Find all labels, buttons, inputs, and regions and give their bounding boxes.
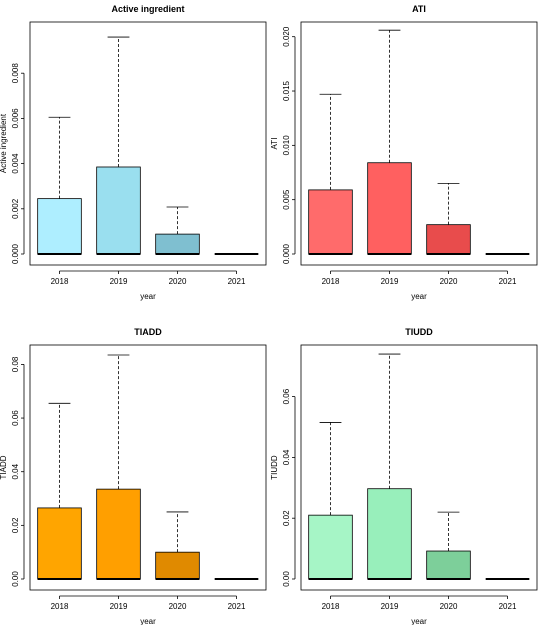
y-tick-label: 0.06	[282, 388, 291, 404]
box-2020: 2020	[155, 206, 200, 286]
y-tick-label: 0.000	[282, 243, 291, 264]
box-rect	[155, 233, 200, 255]
box-rect	[426, 550, 471, 580]
panel-2: ATI 0.000 0.005 0.010 0.015 0.020 ATI 2018 2019 2…	[270, 4, 538, 301]
panel-title: TIADD	[134, 327, 162, 337]
x-tick-label: 2020	[440, 277, 458, 286]
box-2019: 2019	[367, 353, 412, 611]
y-tick-label: 0.005	[282, 189, 291, 210]
box-2020: 2020	[155, 511, 200, 611]
y-tick-label: 0.08	[11, 356, 20, 372]
box-rect	[367, 488, 412, 580]
box-rect	[96, 488, 141, 580]
box-rect	[96, 166, 141, 255]
plot-frame	[29, 344, 267, 591]
box-2019: 2019	[96, 36, 141, 286]
box-2020: 2020	[426, 511, 471, 611]
x-tick-label: 2019	[381, 602, 399, 611]
x-tick-label: 2021	[228, 277, 246, 286]
x-axis-label: year	[411, 292, 427, 301]
panel-title: TIUDD	[405, 327, 433, 337]
box-2020: 2020	[426, 182, 471, 286]
y-tick-label: 0.00	[11, 571, 20, 587]
x-tick-label: 2021	[499, 277, 517, 286]
x-tick-label: 2020	[169, 277, 187, 286]
box-2018: 2018	[308, 422, 353, 611]
y-tick-label: 0.004	[11, 153, 20, 174]
y-tick-label: 0.020	[282, 26, 291, 47]
y-tick-label: 0.008	[11, 63, 20, 84]
x-tick-label: 2020	[169, 602, 187, 611]
y-axis-label: Active ingredient	[0, 113, 8, 173]
y-tick-label: 0.002	[11, 198, 20, 219]
x-axis-label: year	[411, 617, 427, 625]
y-tick-label: 0.04	[282, 449, 291, 465]
x-tick-label: 2020	[440, 602, 458, 611]
y-tick-label: 0.00	[282, 571, 291, 587]
box-2021: 2021	[485, 253, 530, 286]
x-tick-label: 2019	[110, 602, 128, 611]
x-tick-label: 2018	[51, 602, 69, 611]
x-tick-label: 2018	[51, 277, 69, 286]
y-tick-label: 0.06	[11, 410, 20, 426]
x-tick-label: 2019	[110, 277, 128, 286]
box-rect	[367, 162, 412, 255]
x-tick-label: 2019	[381, 277, 399, 286]
box-2018: 2018	[308, 93, 353, 286]
x-axis-label: year	[140, 617, 156, 625]
plot-frame	[29, 21, 267, 266]
y-tick-label: 0.04	[11, 463, 20, 479]
box-rect	[426, 224, 471, 255]
plot-frame	[300, 344, 538, 591]
x-tick-label: 2018	[322, 602, 340, 611]
y-tick-label: 0.010	[282, 135, 291, 156]
panel-3: TIADD 0.00 0.02 0.04 0.06 0.08 TIADD 2018 2019 20…	[0, 327, 267, 625]
y-axis-label: ATI	[270, 138, 279, 150]
panel-4: TIUDD 0.00 0.02 0.04 0.06 TIUDD 2018 2019 2020 20…	[270, 327, 538, 625]
x-tick-label: 2021	[499, 602, 517, 611]
panel-1: Active ingredient0.0000.0020.0040.0060.0…	[0, 4, 267, 301]
box-2018: 2018	[37, 116, 82, 286]
box-2021: 2021	[485, 578, 530, 611]
x-tick-label: 2018	[322, 277, 340, 286]
x-tick-label: 2021	[228, 602, 246, 611]
y-axis: 0.000 0.002 0.004 0.006 0.008	[11, 63, 25, 264]
y-axis-label: TIADD	[0, 455, 8, 479]
box-2019: 2019	[96, 354, 141, 611]
y-axis: 0.00 0.02 0.04 0.06 0.08	[11, 356, 25, 587]
box-rect	[37, 507, 82, 580]
y-tick-label: 0.02	[282, 510, 291, 526]
panel-title: ATI	[412, 4, 426, 14]
panel-title: Active ingredient	[111, 4, 184, 14]
y-tick-label: 0.000	[11, 243, 20, 264]
box-2018: 2018	[37, 402, 82, 611]
box-2021: 2021	[214, 253, 259, 286]
x-axis-label: year	[140, 292, 156, 301]
y-axis: 0.000 0.005 0.010 0.015 0.020	[282, 26, 296, 264]
y-tick-label: 0.02	[11, 517, 20, 533]
y-tick-label: 0.015	[282, 80, 291, 101]
box-rect	[37, 198, 82, 255]
y-axis: 0.00 0.02 0.04 0.06	[282, 388, 296, 587]
y-tick-label: 0.006	[11, 108, 20, 129]
box-2019: 2019	[367, 29, 412, 286]
box-rect	[308, 189, 353, 255]
box-2021: 2021	[214, 578, 259, 611]
box-rect	[155, 551, 200, 580]
box-rect	[308, 514, 353, 580]
y-axis-label: TIUDD	[270, 455, 279, 480]
plot-frame	[300, 21, 538, 266]
